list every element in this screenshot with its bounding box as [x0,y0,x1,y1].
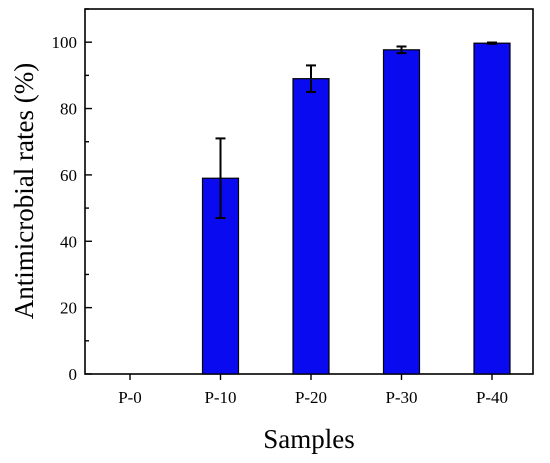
x-tick-label: P-40 [476,388,508,407]
x-axis: P-0 P-10 P-20 P-30 P-40 [118,374,508,407]
y-tick-label: 40 [60,232,77,251]
x-tick-label: P-30 [385,388,417,407]
x-axis-title: Samples [263,424,355,454]
bars [201,42,511,375]
bar-P-20 [292,78,330,375]
y-axis: 0 20 40 60 80 100 [52,8,92,384]
y-tick-label: 20 [60,299,77,318]
x-tick-label: P-0 [118,388,142,407]
x-tick-label: P-20 [295,388,327,407]
bar-P-40 [473,42,511,375]
error-bars [215,41,497,220]
y-tick-label: 60 [60,166,77,185]
y-tick-label: 100 [52,33,78,52]
y-tick-label: 0 [69,365,78,384]
y-tick-label: 80 [60,100,77,119]
x-tick-label: P-10 [204,388,236,407]
bar-P-30 [382,49,421,375]
y-axis-title: Antimicrobial rates (%) [9,63,39,319]
